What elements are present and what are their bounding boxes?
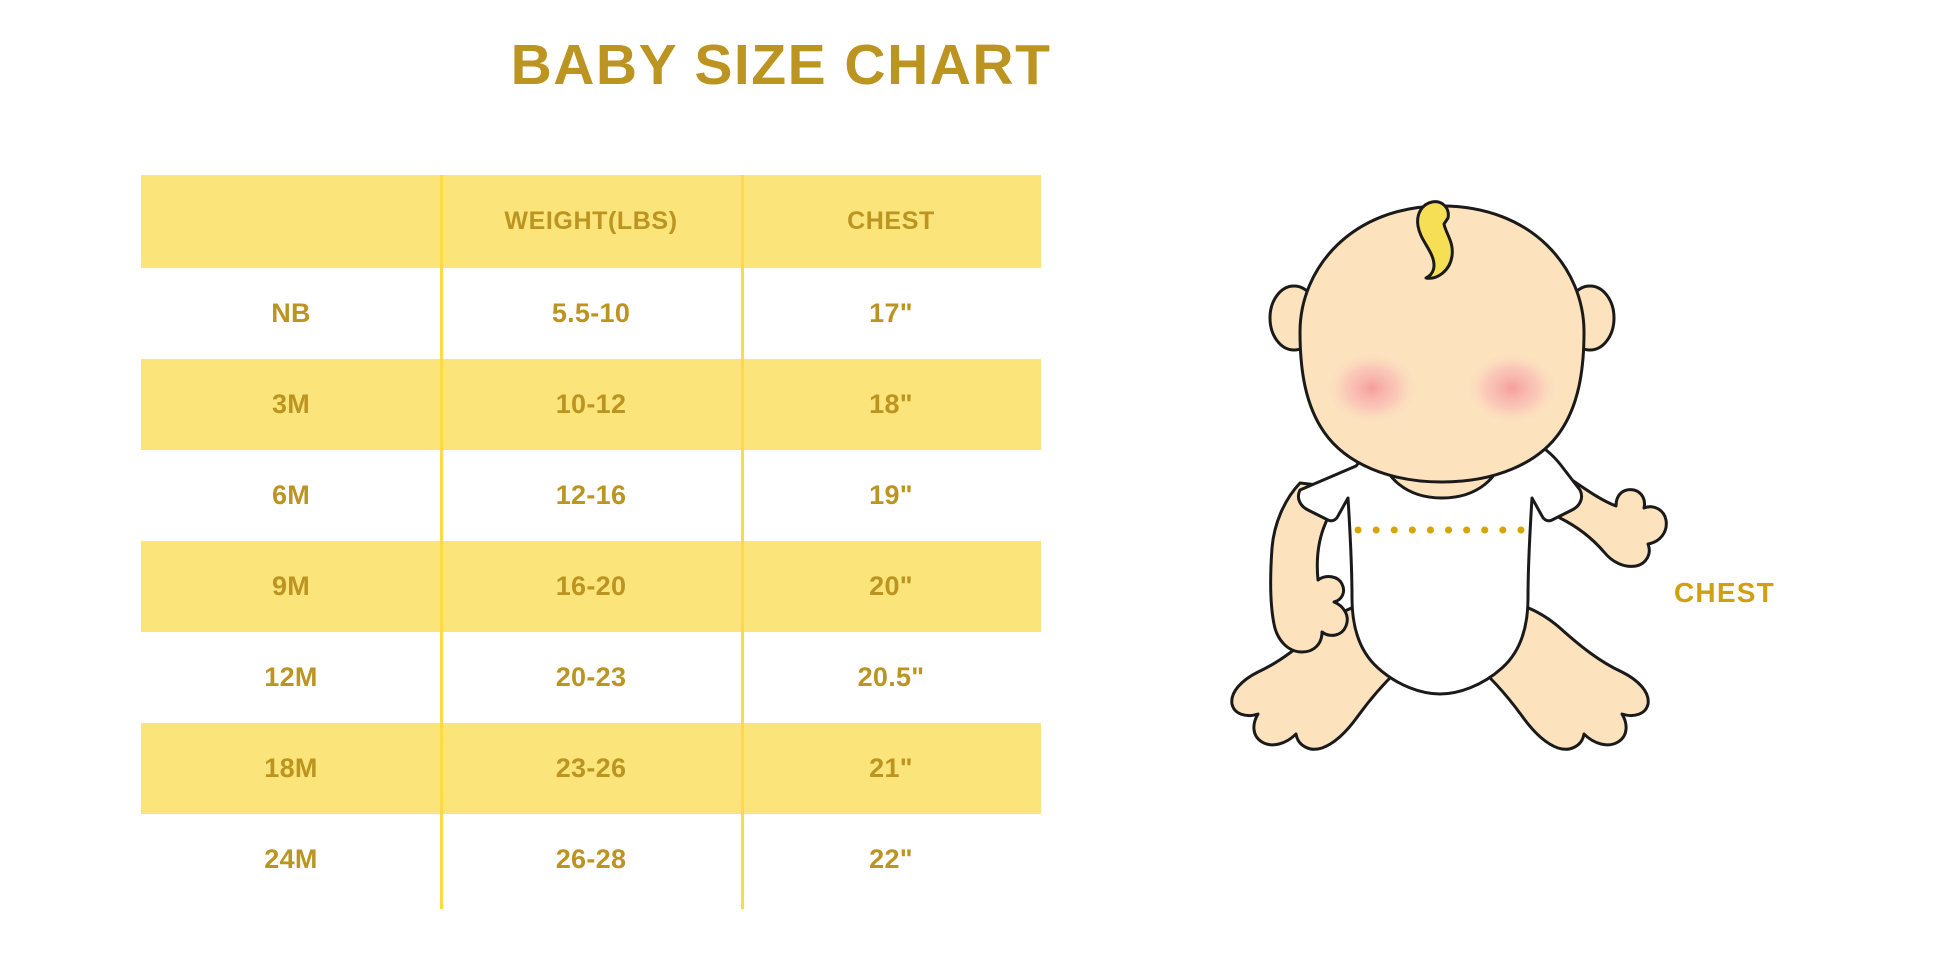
cell-weight: 20-23 bbox=[555, 662, 627, 692]
cell-chest: 21" bbox=[869, 753, 913, 783]
cell-size: 12M bbox=[264, 662, 318, 692]
cell-weight: 26-28 bbox=[555, 844, 627, 874]
cell-chest: 20.5" bbox=[857, 662, 925, 692]
right-cheek bbox=[1464, 350, 1560, 426]
baby-illustration bbox=[1160, 200, 1720, 820]
table-row: 6M 12-16 19" bbox=[141, 450, 1041, 541]
cell-chest: 18" bbox=[869, 389, 913, 419]
page-title-text: BABY SIZE CHART bbox=[510, 33, 1052, 97]
cell-chest: 22" bbox=[869, 844, 913, 874]
column-divider-2 bbox=[741, 175, 744, 909]
cell-chest: 17" bbox=[869, 298, 913, 328]
cell-weight: 23-26 bbox=[555, 753, 627, 783]
chest-measurement-label: CHEST bbox=[1674, 577, 1775, 608]
cell-size: 24M bbox=[264, 844, 318, 874]
table-row: 3M 10-12 18" bbox=[141, 359, 1041, 450]
hair-curl bbox=[1416, 200, 1454, 280]
table-row: 9M 16-20 20" bbox=[141, 541, 1041, 632]
left-cheek bbox=[1324, 350, 1420, 426]
cell-weight: 12-16 bbox=[555, 480, 627, 510]
cell-weight: 5.5-10 bbox=[551, 298, 631, 328]
left-arm bbox=[1269, 481, 1349, 654]
cell-chest: 19" bbox=[869, 480, 913, 510]
page-title: BABY SIZE CHART bbox=[0, 32, 1946, 98]
cell-size: 6M bbox=[271, 480, 311, 510]
cell-size: NB bbox=[271, 298, 311, 328]
cell-weight: 16-20 bbox=[555, 571, 627, 601]
column-divider-1 bbox=[440, 175, 443, 909]
table-row: 18M 23-26 21" bbox=[141, 723, 1041, 814]
table-row: 24M 26-28 22" bbox=[141, 814, 1041, 905]
cell-weight: 10-12 bbox=[555, 389, 627, 419]
size-table: WEIGHT(LBS) CHEST NB 5.5-10 17" 3M 10-12… bbox=[141, 175, 1041, 910]
table-header-row: WEIGHT(LBS) CHEST bbox=[141, 175, 1041, 268]
cell-size: 18M bbox=[264, 753, 318, 783]
table-row: NB 5.5-10 17" bbox=[141, 268, 1041, 359]
baby-shirt bbox=[1296, 420, 1584, 696]
table-row: 12M 20-23 20.5" bbox=[141, 632, 1041, 723]
table-header-weight: WEIGHT(LBS) bbox=[504, 207, 678, 235]
table-header-chest: CHEST bbox=[847, 207, 935, 235]
cell-size: 3M bbox=[271, 389, 311, 419]
cell-size: 9M bbox=[271, 571, 311, 601]
cell-chest: 20" bbox=[869, 571, 913, 601]
